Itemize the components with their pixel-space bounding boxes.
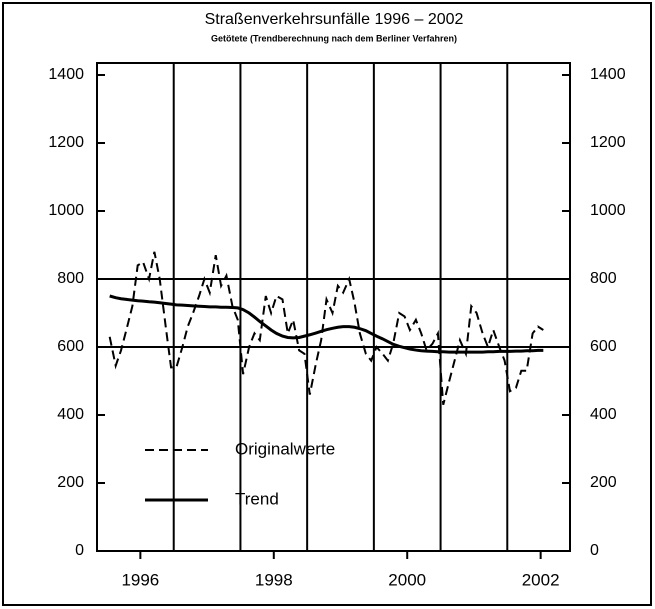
y2-tick-label: 1000 (590, 202, 626, 219)
legend-label: Originalwerte (235, 439, 335, 458)
y2-tick-label: 600 (590, 338, 617, 355)
plot-frame (96, 62, 571, 552)
y-tick-label: 200 (57, 474, 84, 491)
x-tick-label: 1996 (121, 570, 159, 589)
series-line (109, 294, 544, 354)
y-tick-label: 1200 (48, 134, 84, 151)
chart-title: Straßenverkehrsunfälle 1996 – 2002 (205, 11, 464, 28)
y2-tick-label: 0 (590, 542, 599, 559)
y-tick-label: 1400 (48, 66, 84, 83)
chart-subtitle: Getötete (Trendberechnung nach dem Berli… (211, 33, 457, 43)
y2-tick-label: 400 (590, 406, 617, 423)
y2-tick-label: 800 (590, 270, 617, 287)
y2-tick-label: 200 (590, 474, 617, 491)
x-tick-label: 2002 (522, 570, 560, 589)
legend-label: Trend (235, 489, 279, 508)
y-tick-label: 1000 (48, 202, 84, 219)
y-tick-label: 0 (75, 542, 84, 559)
y2-tick-label: 1400 (590, 66, 626, 83)
y-tick-label: 600 (57, 338, 84, 355)
y-tick-label: 800 (57, 270, 84, 287)
series-line (108, 251, 544, 406)
x-tick-label: 1998 (255, 570, 293, 589)
y-tick-label: 400 (57, 406, 84, 423)
y2-tick-label: 1200 (590, 134, 626, 151)
x-tick-label: 2000 (388, 570, 426, 589)
